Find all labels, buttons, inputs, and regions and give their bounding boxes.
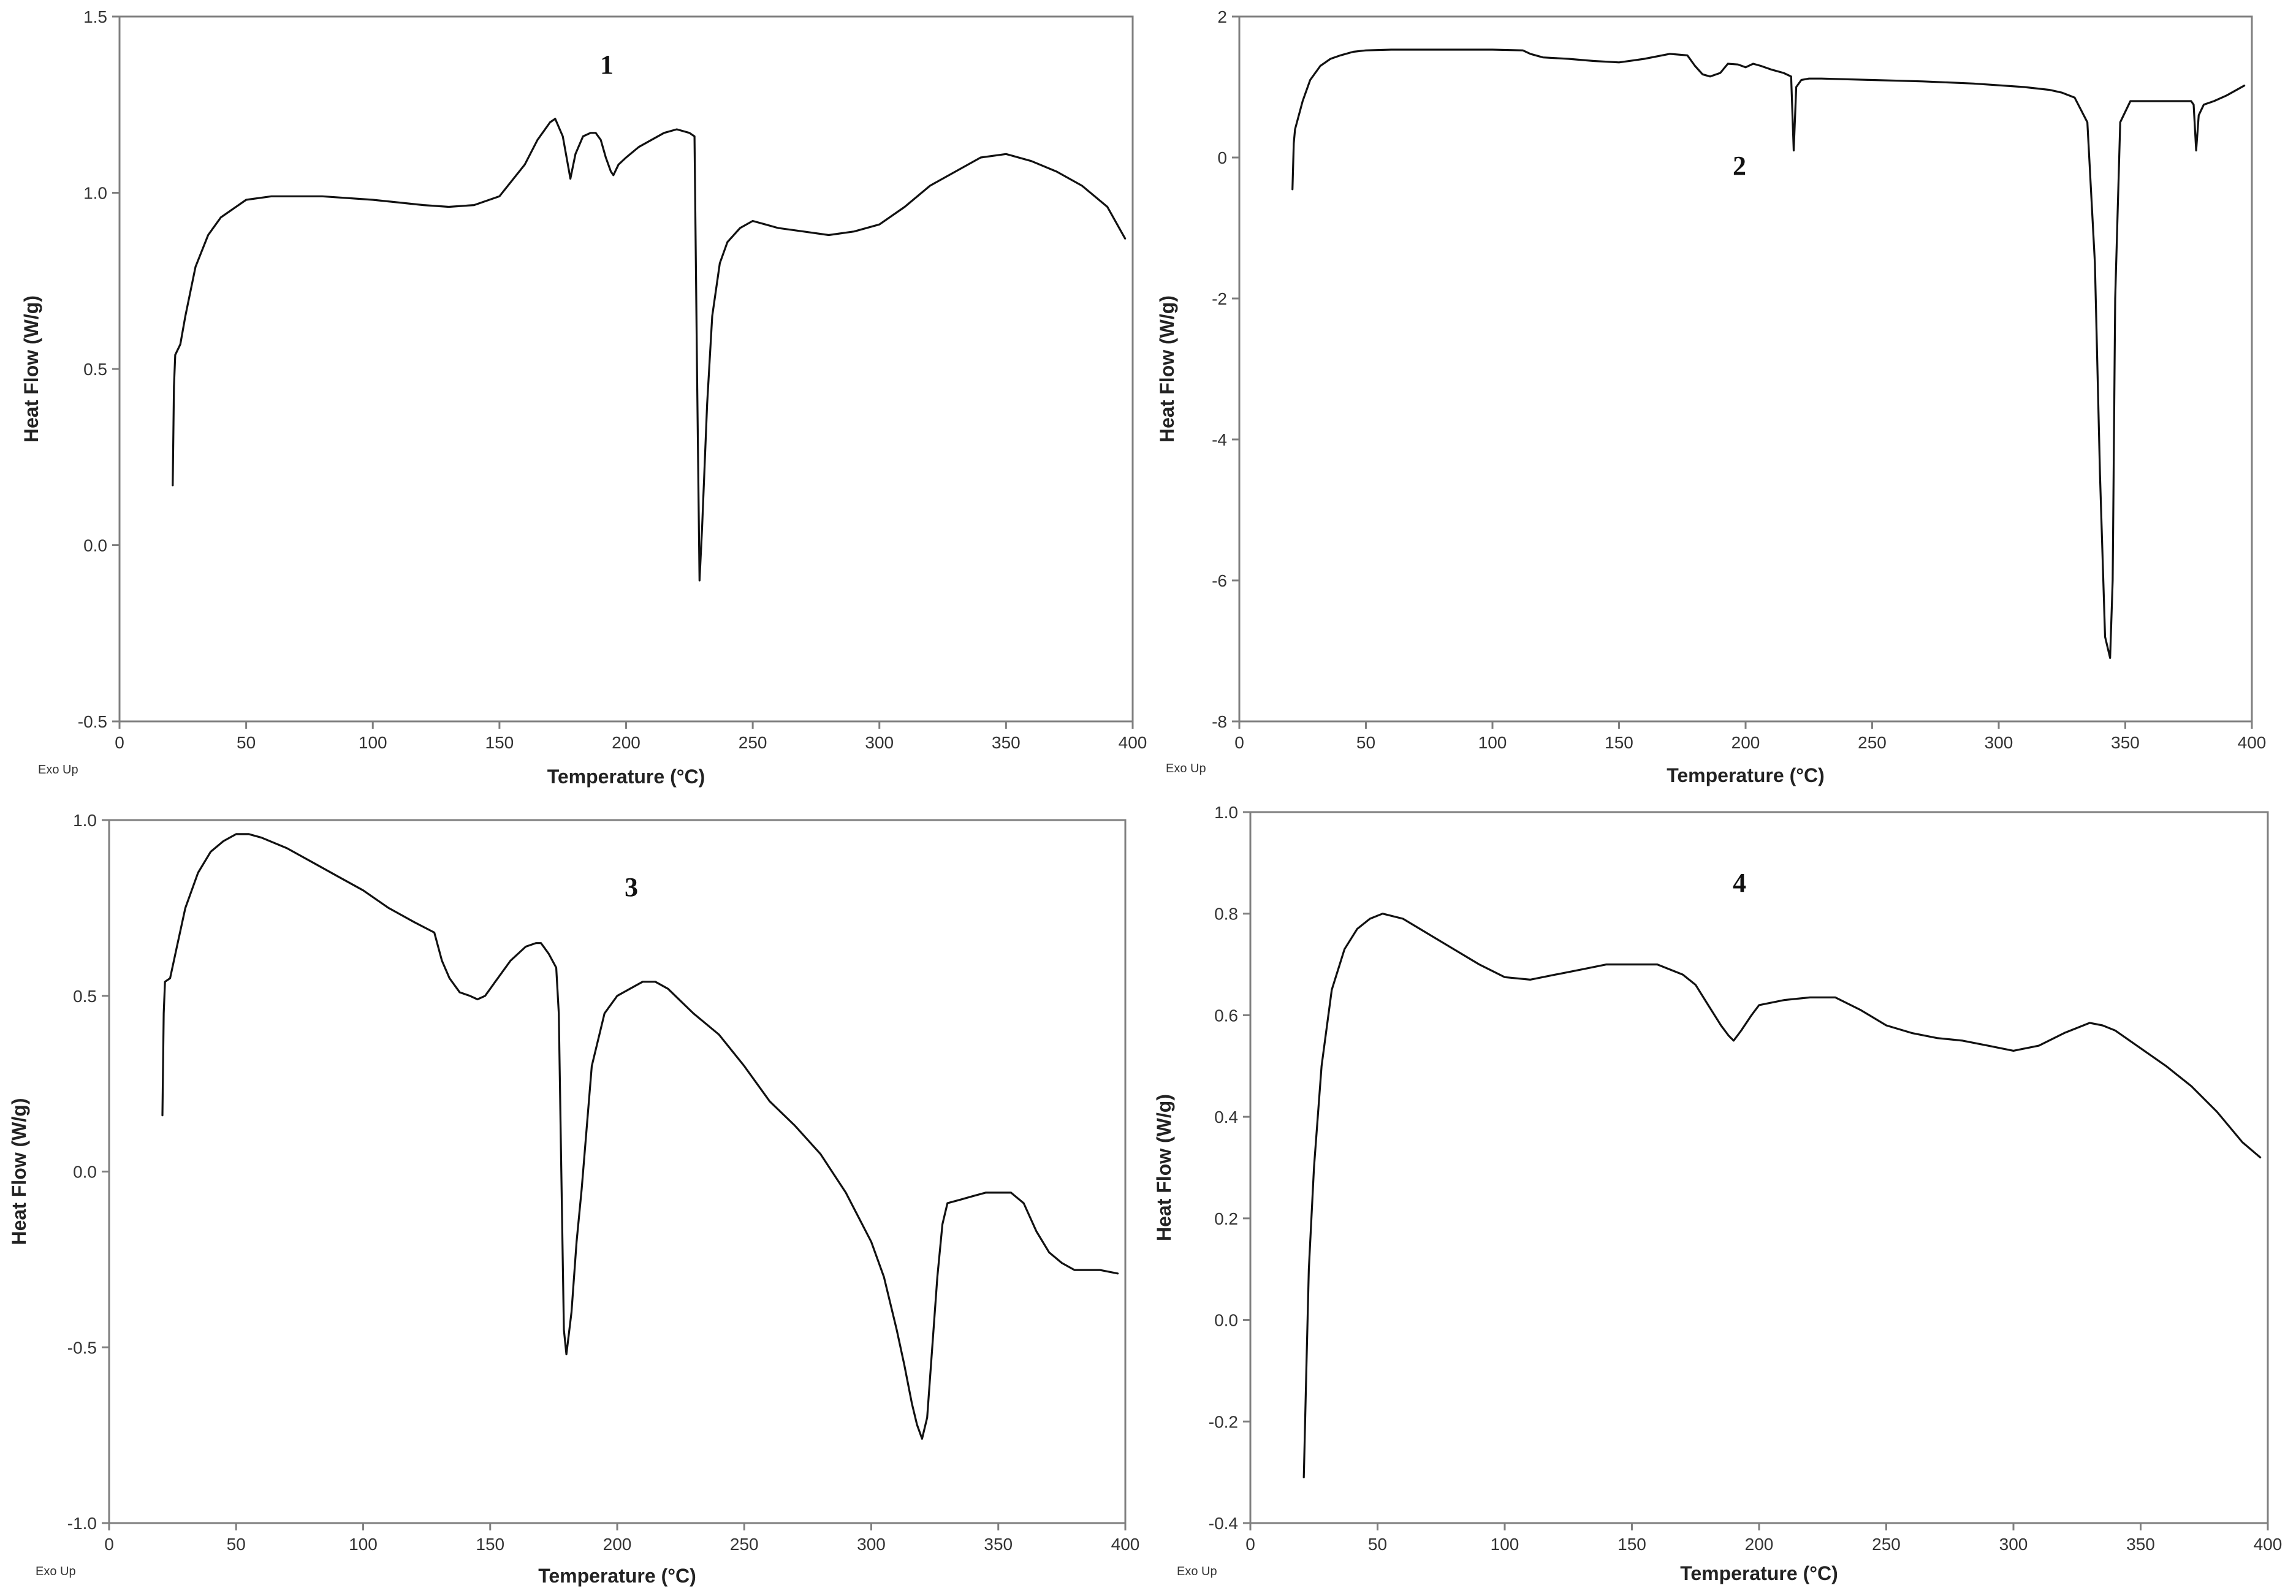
x-tick-label: 300 bbox=[857, 1535, 886, 1554]
y-tick-label: -0.4 bbox=[1209, 1514, 1238, 1533]
y-tick-label: -0.2 bbox=[1209, 1412, 1238, 1431]
x-tick-label: 300 bbox=[865, 733, 894, 752]
x-tick-label: 400 bbox=[2238, 733, 2267, 752]
x-tick-label: 0 bbox=[104, 1535, 114, 1554]
x-tick-label: 50 bbox=[237, 733, 256, 752]
heat-flow-trace bbox=[1302, 913, 2262, 1478]
panel-number-label: 1 bbox=[600, 50, 614, 80]
x-tick-label: 250 bbox=[730, 1535, 759, 1554]
plot-area-frame bbox=[1238, 15, 2253, 723]
y-tick-label: -2 bbox=[1212, 289, 1227, 308]
y-tick-label: -0.5 bbox=[67, 1338, 97, 1357]
y-axis-title: Heat Flow (W/g) bbox=[1156, 295, 1178, 443]
x-tick-label: 50 bbox=[227, 1535, 246, 1554]
y-tick-label: 2 bbox=[1217, 7, 1227, 26]
x-tick-label: 250 bbox=[1858, 733, 1887, 752]
y-tick-label: 1.0 bbox=[83, 184, 107, 203]
x-tick-label: 0 bbox=[115, 733, 124, 752]
x-tick-label: 100 bbox=[359, 733, 387, 752]
y-tick-label: -4 bbox=[1212, 430, 1227, 449]
y-axis-title: Heat Flow (W/g) bbox=[8, 1098, 30, 1245]
y-axis-title: Heat Flow (W/g) bbox=[20, 295, 42, 443]
x-axis-title: Temperature (°C) bbox=[538, 1565, 696, 1587]
chart-panel-4: 0 50 100 150 200 250 300 350 400 -0.4 -0.2 0.0 0.2 0.… bbox=[1153, 803, 2282, 1584]
plot-area-frame bbox=[118, 15, 1134, 723]
panel-number-label: 2 bbox=[1733, 151, 1746, 181]
chart-panel-1: 0 50 100 150 200 250 300 350 400 -0.5 0.0 0.5 1.0 1.5… bbox=[20, 7, 1147, 788]
y-tick-label: -8 bbox=[1212, 712, 1227, 731]
x-tick-label: 300 bbox=[1985, 733, 2013, 752]
y-tick-label: 0.5 bbox=[73, 987, 97, 1006]
y-tick-label: 0.5 bbox=[83, 360, 107, 379]
x-tick-label: 150 bbox=[485, 733, 514, 752]
exo-up-label: Exo Up bbox=[1177, 1565, 1217, 1578]
x-tick-label: 200 bbox=[1732, 733, 1760, 752]
x-tick-label: 100 bbox=[1478, 733, 1507, 752]
x-tick-label: 0 bbox=[1245, 1535, 1255, 1554]
x-tick-label: 150 bbox=[1617, 1535, 1646, 1554]
y-tick-label: 0.0 bbox=[73, 1163, 97, 1182]
exo-up-label: Exo Up bbox=[38, 763, 78, 777]
y-axis-title: Heat Flow (W/g) bbox=[1153, 1094, 1175, 1241]
y-tick-label: 0.2 bbox=[1214, 1209, 1238, 1228]
x-tick-label: 150 bbox=[1605, 733, 1633, 752]
x-tick-label: 50 bbox=[1368, 1535, 1387, 1554]
chart-panel-2: 0 50 100 150 200 250 300 350 400 -8 -6 -4 -2 0 2 Temper… bbox=[1156, 7, 2266, 786]
exo-up-label: Exo Up bbox=[36, 1565, 76, 1578]
x-tick-label: 350 bbox=[2126, 1535, 2155, 1554]
heat-flow-trace bbox=[1291, 48, 2246, 659]
heat-flow-trace bbox=[161, 833, 1119, 1440]
y-tick-label: 0.4 bbox=[1214, 1108, 1238, 1127]
x-tick-label: 200 bbox=[603, 1535, 632, 1554]
y-tick-label: -1.0 bbox=[67, 1514, 97, 1533]
x-tick-label: 300 bbox=[1999, 1535, 2028, 1554]
y-tick-label: 0.0 bbox=[83, 536, 107, 555]
x-axis-title: Temperature (°C) bbox=[547, 766, 705, 788]
x-tick-label: 250 bbox=[739, 733, 767, 752]
x-tick-label: 50 bbox=[1356, 733, 1375, 752]
y-tick-label: 1.0 bbox=[1214, 803, 1238, 822]
chart-panel-3: 0 50 100 150 200 250 300 350 400 -1.0 -0.5 0.0 0.5 1.… bbox=[8, 811, 1139, 1587]
x-tick-label: 200 bbox=[612, 733, 641, 752]
y-tick-label: 0.8 bbox=[1214, 905, 1238, 924]
y-tick-label: 1.5 bbox=[83, 7, 107, 26]
y-tick-label: 0.6 bbox=[1214, 1006, 1238, 1025]
exo-up-label: Exo Up bbox=[1166, 762, 1206, 775]
x-tick-label: 400 bbox=[1119, 733, 1147, 752]
x-tick-label: 100 bbox=[349, 1535, 378, 1554]
y-tick-label: 0.0 bbox=[1214, 1311, 1238, 1330]
x-tick-label: 200 bbox=[1745, 1535, 1774, 1554]
heat-flow-trace bbox=[172, 118, 1127, 582]
y-tick-label: -0.5 bbox=[78, 712, 107, 731]
x-tick-label: 150 bbox=[476, 1535, 504, 1554]
plot-area-frame bbox=[108, 819, 1127, 1524]
x-tick-label: 350 bbox=[2111, 733, 2140, 752]
x-axis-title: Temperature (°C) bbox=[1667, 764, 1825, 786]
y-tick-label: -6 bbox=[1212, 571, 1227, 590]
x-tick-label: 350 bbox=[984, 1535, 1013, 1554]
x-tick-label: 100 bbox=[1491, 1535, 1519, 1554]
x-tick-label: 0 bbox=[1234, 733, 1244, 752]
panel-number-label: 3 bbox=[625, 872, 638, 902]
x-tick-label: 400 bbox=[2254, 1535, 2283, 1554]
x-axis-title: Temperature (°C) bbox=[1680, 1562, 1838, 1584]
y-tick-label: 1.0 bbox=[73, 811, 97, 830]
x-tick-label: 350 bbox=[992, 733, 1021, 752]
panel-number-label: 4 bbox=[1733, 868, 1746, 898]
x-tick-label: 400 bbox=[1111, 1535, 1140, 1554]
y-tick-label: 0 bbox=[1217, 148, 1227, 167]
x-tick-label: 250 bbox=[1872, 1535, 1901, 1554]
